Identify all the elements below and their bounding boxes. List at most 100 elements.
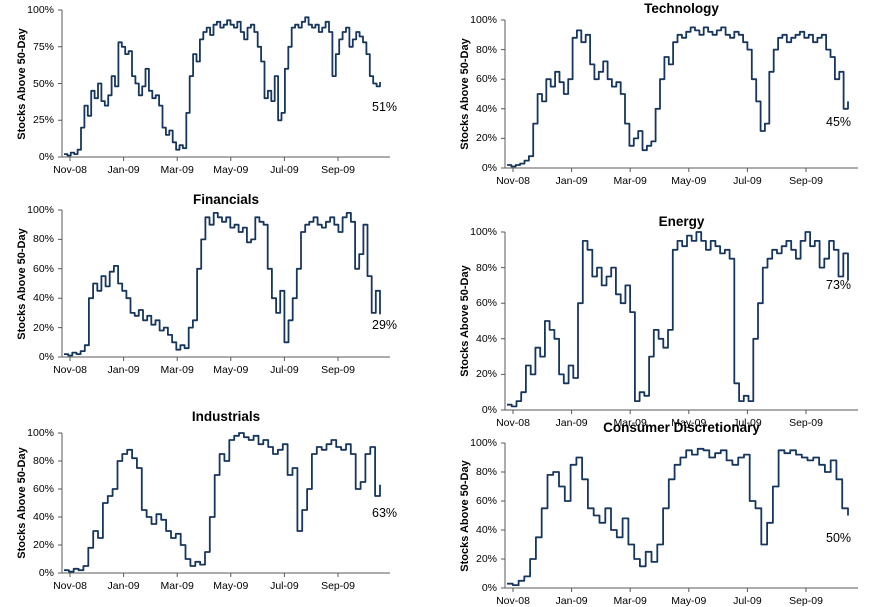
chart-financials: Financials Stocks Above 50-Day 0% 20% 40% 6…: [16, 192, 398, 376]
axis-line: [504, 20, 858, 169]
x-tick-label: Jul-09: [270, 580, 299, 592]
y-tick-label: 100%: [470, 437, 497, 449]
x-tick-label: Mar-09: [613, 595, 647, 607]
y-tick-label: 20%: [475, 553, 497, 565]
chart-technology: Technology Stocks Above 50-Day 0% 20% 40% 6…: [459, 1, 858, 187]
y-tick-label: 20%: [32, 539, 54, 551]
x-tick-label: Sep-09: [321, 580, 355, 592]
x-tick-label: Jan-09: [107, 364, 140, 376]
x-tick-label: Jan-09: [555, 595, 588, 607]
y-tick-label: 75%: [32, 40, 54, 53]
tick-marks: [501, 442, 807, 592]
y-tick-label: 80%: [32, 455, 54, 467]
x-tick-label: May-09: [671, 417, 707, 429]
data-line: [64, 432, 381, 573]
x-tick-label: Sep-09: [789, 175, 823, 187]
y-tick-label: 0%: [481, 582, 497, 594]
x-tick-label: Mar-09: [613, 417, 647, 429]
y-tick-label: 0%: [38, 351, 54, 363]
axis-line: [504, 232, 858, 411]
x-tick-label: Jul-09: [733, 417, 762, 429]
end-value-label: 29%: [372, 318, 398, 332]
y-tick-label: 60%: [475, 495, 497, 507]
x-tick-label: Nov-08: [496, 417, 530, 429]
axis-line: [61, 433, 390, 574]
line-plot: [501, 231, 858, 414]
y-tick-label: 80%: [475, 466, 497, 478]
axis-line: [504, 443, 858, 589]
data-line: [507, 26, 849, 168]
y-tick-label: 100%: [27, 204, 54, 216]
data-line: [507, 447, 849, 586]
x-tick-label: Nov-08: [496, 595, 530, 607]
y-axis-title: Stocks Above 50-Day: [459, 459, 471, 572]
chart-title: Financials: [192, 192, 260, 207]
end-value-label: 50%: [826, 531, 852, 545]
line-plot: [58, 9, 390, 161]
data-line: [507, 231, 849, 408]
chart-title: Energy: [658, 214, 705, 229]
x-tick-label: Mar-09: [160, 364, 194, 376]
end-value-label: 51%: [372, 100, 398, 114]
line-plot: [501, 19, 858, 172]
x-tick-label: Nov-08: [53, 580, 87, 592]
x-tick-label: May-09: [213, 580, 249, 592]
end-value-label: 73%: [826, 278, 852, 292]
y-tick-label: 20%: [475, 132, 497, 145]
x-tick-label: Sep-09: [789, 595, 823, 607]
x-tick-label: Sep-09: [321, 364, 355, 376]
x-tick-label: Jan-09: [555, 417, 588, 429]
tick-marks: [58, 9, 339, 161]
y-axis-title: Stocks Above 50-Day: [459, 38, 471, 150]
x-tick-label: May-09: [671, 595, 707, 607]
axis-line: [61, 10, 390, 158]
tick-marks: [58, 209, 339, 361]
line-plot: [58, 209, 390, 361]
x-tick-label: Mar-09: [160, 164, 194, 176]
y-tick-label: 80%: [32, 233, 54, 246]
y-tick-label: 60%: [475, 297, 497, 310]
y-tick-label: 100%: [27, 427, 54, 439]
x-tick-label: May-09: [213, 364, 249, 376]
y-tick-label: 0%: [481, 162, 497, 174]
x-tick-label: Jul-09: [733, 595, 762, 607]
x-tick-label: Nov-08: [53, 364, 87, 376]
x-tick-label: May-09: [213, 164, 249, 176]
chart-consumer-discretionary: Consumer Discretionary Stocks Above 50-D…: [459, 420, 858, 607]
x-tick-label: Jan-09: [107, 580, 140, 592]
tick-marks: [501, 19, 807, 172]
y-axis-title: Stocks Above 50-Day: [459, 265, 471, 377]
chart-title: Technology: [644, 1, 719, 16]
y-tick-label: 20%: [475, 368, 497, 381]
data-line: [64, 16, 381, 157]
y-tick-label: 60%: [475, 73, 497, 86]
data-line: [64, 212, 381, 357]
chart-title: Consumer Discretionary: [603, 420, 760, 435]
y-tick-label: 25%: [32, 114, 54, 127]
x-tick-label: Nov-08: [53, 164, 87, 176]
chart-title: Industrials: [191, 409, 261, 424]
y-tick-label: 60%: [32, 483, 54, 495]
y-tick-label: 100%: [470, 226, 497, 238]
x-tick-label: Jul-09: [733, 175, 762, 187]
x-tick-label: Nov-08: [496, 175, 530, 187]
y-tick-label: 40%: [32, 292, 54, 305]
x-tick-label: Mar-09: [160, 580, 194, 592]
y-axis-title: Stocks Above 50-Day: [16, 447, 28, 559]
tick-marks: [58, 432, 339, 577]
chart-industrials: Industrials Stocks Above 50-Day 0% 20% 40%…: [16, 409, 397, 592]
line-plot: [58, 432, 390, 577]
y-tick-label: 80%: [475, 43, 497, 56]
y-tick-label: 20%: [32, 321, 54, 334]
y-tick-label: 60%: [32, 262, 54, 275]
y-tick-label: 50%: [32, 77, 54, 90]
x-tick-label: Jan-09: [107, 164, 140, 176]
line-plot: [501, 442, 858, 592]
chart-untitled: Stocks Above 50-Day 0% 25% 50% 75% 100% Nov-…: [16, 4, 398, 176]
y-tick-label: 0%: [38, 567, 54, 579]
x-tick-label: Mar-09: [613, 175, 647, 187]
axis-line: [61, 210, 390, 358]
y-axis-title: Stocks Above 50-Day: [16, 27, 28, 140]
x-tick-label: Jan-09: [555, 175, 588, 187]
y-tick-label: 100%: [470, 14, 497, 26]
